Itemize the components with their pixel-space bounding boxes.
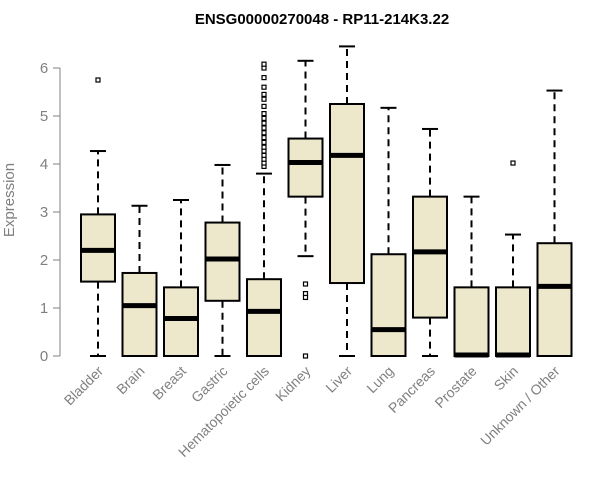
x-tick-label: Lung <box>363 363 396 396</box>
x-tick-label: Prostate <box>431 363 479 411</box>
box-iqr <box>536 242 573 357</box>
x-tick-label: Breast <box>149 363 189 403</box>
outlier-point <box>261 84 267 90</box>
x-tick-label: Brain <box>113 363 147 397</box>
box-pancreas <box>412 127 448 357</box>
box-iqr <box>453 286 490 357</box>
box-iqr <box>163 286 199 357</box>
outlier-point <box>302 281 309 287</box>
x-tick-label: Unknown / Other <box>477 363 563 449</box>
outlier-point <box>261 115 267 122</box>
outlier-point <box>261 74 267 81</box>
box-iqr <box>329 103 365 285</box>
y-tick-label: 1 <box>40 300 48 317</box>
y-tick-label: 0 <box>40 348 48 365</box>
x-tick-label: Liver <box>322 363 355 396</box>
outlier-point <box>302 353 309 359</box>
outlier-point <box>261 96 267 102</box>
box-skin <box>495 160 531 358</box>
box-iqr <box>204 221 241 302</box>
outlier-point <box>261 61 267 67</box>
box-hematopoietic-cells <box>246 61 282 358</box>
outlier-point <box>302 294 309 301</box>
y-tick-label: 4 <box>40 156 48 173</box>
x-tick-label: Kidney <box>272 363 314 405</box>
boxes <box>80 45 573 359</box>
outlier-point <box>261 144 267 150</box>
box-iqr <box>287 137 324 198</box>
y-axis: 0 1 2 3 4 5 6 <box>40 60 61 365</box>
box-brain <box>121 204 158 357</box>
box-breast <box>163 199 199 357</box>
outlier-point <box>261 103 267 110</box>
box-iqr <box>121 271 158 357</box>
y-tick-label: 5 <box>40 108 48 125</box>
chart-title: ENSG00000270048 - RP11-214K3.22 <box>195 11 449 28</box>
outlier-point <box>261 152 267 158</box>
box-liver <box>329 45 365 357</box>
x-tick-label: Skin <box>491 363 522 394</box>
x-tick-label: Bladder <box>61 363 107 409</box>
outlier-point <box>261 125 267 131</box>
outlier-point <box>261 135 267 141</box>
box-lung <box>370 106 407 358</box>
box-gastric <box>204 163 241 357</box>
box-iqr <box>495 286 531 357</box>
y-tick-label: 3 <box>40 204 48 221</box>
outlier-point <box>95 77 101 83</box>
outlier-point <box>261 139 267 145</box>
box-unknown-other <box>536 89 573 357</box>
y-axis-label: Expression <box>1 163 18 237</box>
outlier-point <box>261 91 267 98</box>
box-iqr <box>370 253 407 358</box>
outlier-point <box>261 120 267 126</box>
box-prostate <box>453 195 490 358</box>
box-iqr <box>412 195 448 319</box>
outlier-point <box>261 110 267 117</box>
box-bladder <box>80 77 116 357</box>
y-tick-label: 6 <box>40 60 48 77</box>
y-tick-label: 2 <box>40 252 48 269</box>
box-kidney <box>287 59 324 359</box>
outlier-point <box>510 160 516 166</box>
outlier-point <box>261 130 267 136</box>
box-iqr <box>246 278 282 358</box>
